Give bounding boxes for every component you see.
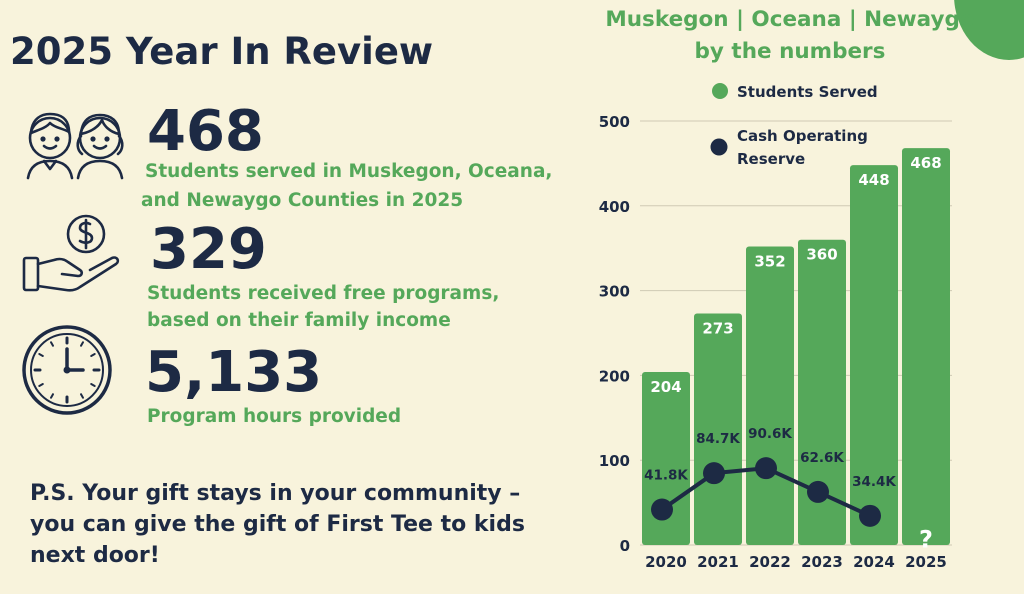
- legend-marker-reserve: [710, 138, 728, 156]
- stat-desc-free-programs-1: Students received free programs,: [147, 283, 500, 304]
- bar-value-label: 360: [806, 246, 837, 264]
- chart-legend: Students Served Cash Operating Reserve: [710, 83, 878, 168]
- reserve-value-label: 34.4K: [852, 474, 896, 490]
- x-tick-label: 2025: [905, 553, 947, 571]
- chart-y-ticks: 0 100 200 300 400 500: [599, 113, 630, 555]
- x-tick-label: 2022: [749, 553, 791, 571]
- bar-students-served: [798, 239, 846, 545]
- y-tick-label: 400: [599, 198, 630, 216]
- stat-number-free-programs: 329: [150, 217, 267, 282]
- stat-desc-students-2: and Newaygo Counties in 2025: [141, 190, 464, 211]
- x-tick-label: 2020: [645, 553, 687, 571]
- bar-value-label: 204: [650, 378, 681, 396]
- bar-students-served: [746, 246, 794, 545]
- legend-label-students: Students Served: [737, 83, 878, 101]
- reserve-point: [859, 504, 881, 527]
- chart-title-line1: Muskegon | Oceana | Newaygo: [605, 7, 975, 32]
- y-tick-label: 0: [620, 537, 630, 555]
- bar-value-label: 448: [858, 171, 889, 189]
- reserve-value-label: 90.6K: [748, 426, 792, 442]
- reserve-point: [755, 457, 777, 480]
- reserve-point: [807, 480, 829, 503]
- x-tick-label: 2021: [697, 553, 739, 571]
- y-tick-label: 500: [599, 113, 630, 131]
- chart-bars: 204 273 352 360 448 468?: [642, 148, 950, 554]
- clock-icon: [22, 325, 112, 415]
- bar-value-label: 352: [754, 253, 785, 271]
- chart-x-ticks: 2020 2021 2022 2023 2024 2025: [645, 553, 947, 571]
- stat-desc-students-1: Students served in Muskegon, Oceana,: [145, 161, 553, 182]
- y-tick-label: 200: [599, 367, 630, 385]
- chart-title-line2: by the numbers: [694, 39, 886, 64]
- stat-number-hours: 5,133: [145, 340, 323, 405]
- bar-annotation: ?: [919, 526, 933, 554]
- reserve-value-label: 84.7K: [696, 431, 740, 447]
- bar-students-served: [694, 313, 742, 545]
- reserve-value-label: 41.8K: [644, 468, 688, 484]
- bar-students-served: [642, 372, 690, 545]
- stat-desc-free-programs-2: based on their family income: [147, 310, 451, 331]
- stat-number-students: 468: [147, 99, 264, 164]
- legend-label-reserve-2: Reserve: [737, 150, 805, 168]
- page-title: 2025 Year In Review: [10, 30, 434, 73]
- y-tick-label: 300: [599, 283, 630, 301]
- reserve-value-label: 62.6K: [800, 450, 844, 466]
- chart-title: Muskegon | Oceana | Newaygo by the numbe…: [580, 4, 1000, 68]
- reserve-point: [651, 498, 673, 521]
- bar-students-served: [902, 148, 950, 546]
- legend-label-reserve-1: Cash Operating: [737, 127, 868, 145]
- bar-value-label: 468: [910, 154, 941, 172]
- bar-value-label: 273: [702, 319, 733, 337]
- bar-students-served: [850, 165, 898, 545]
- legend-marker-students: [712, 83, 728, 99]
- chart-reserve-line: 41.8K 84.7K 90.6K 62.6K 34.4K: [644, 426, 896, 527]
- y-tick-label: 100: [599, 452, 630, 470]
- stat-desc-hours: Program hours provided: [147, 406, 402, 427]
- children-icon: [26, 112, 124, 180]
- x-tick-label: 2023: [801, 553, 843, 571]
- hand-coin-icon: [22, 214, 120, 292]
- reserve-point: [703, 462, 725, 485]
- ps-message: P.S. Your gift stays in your community –…: [30, 481, 525, 568]
- chart-gridlines: [640, 120, 952, 546]
- x-tick-label: 2024: [853, 553, 895, 571]
